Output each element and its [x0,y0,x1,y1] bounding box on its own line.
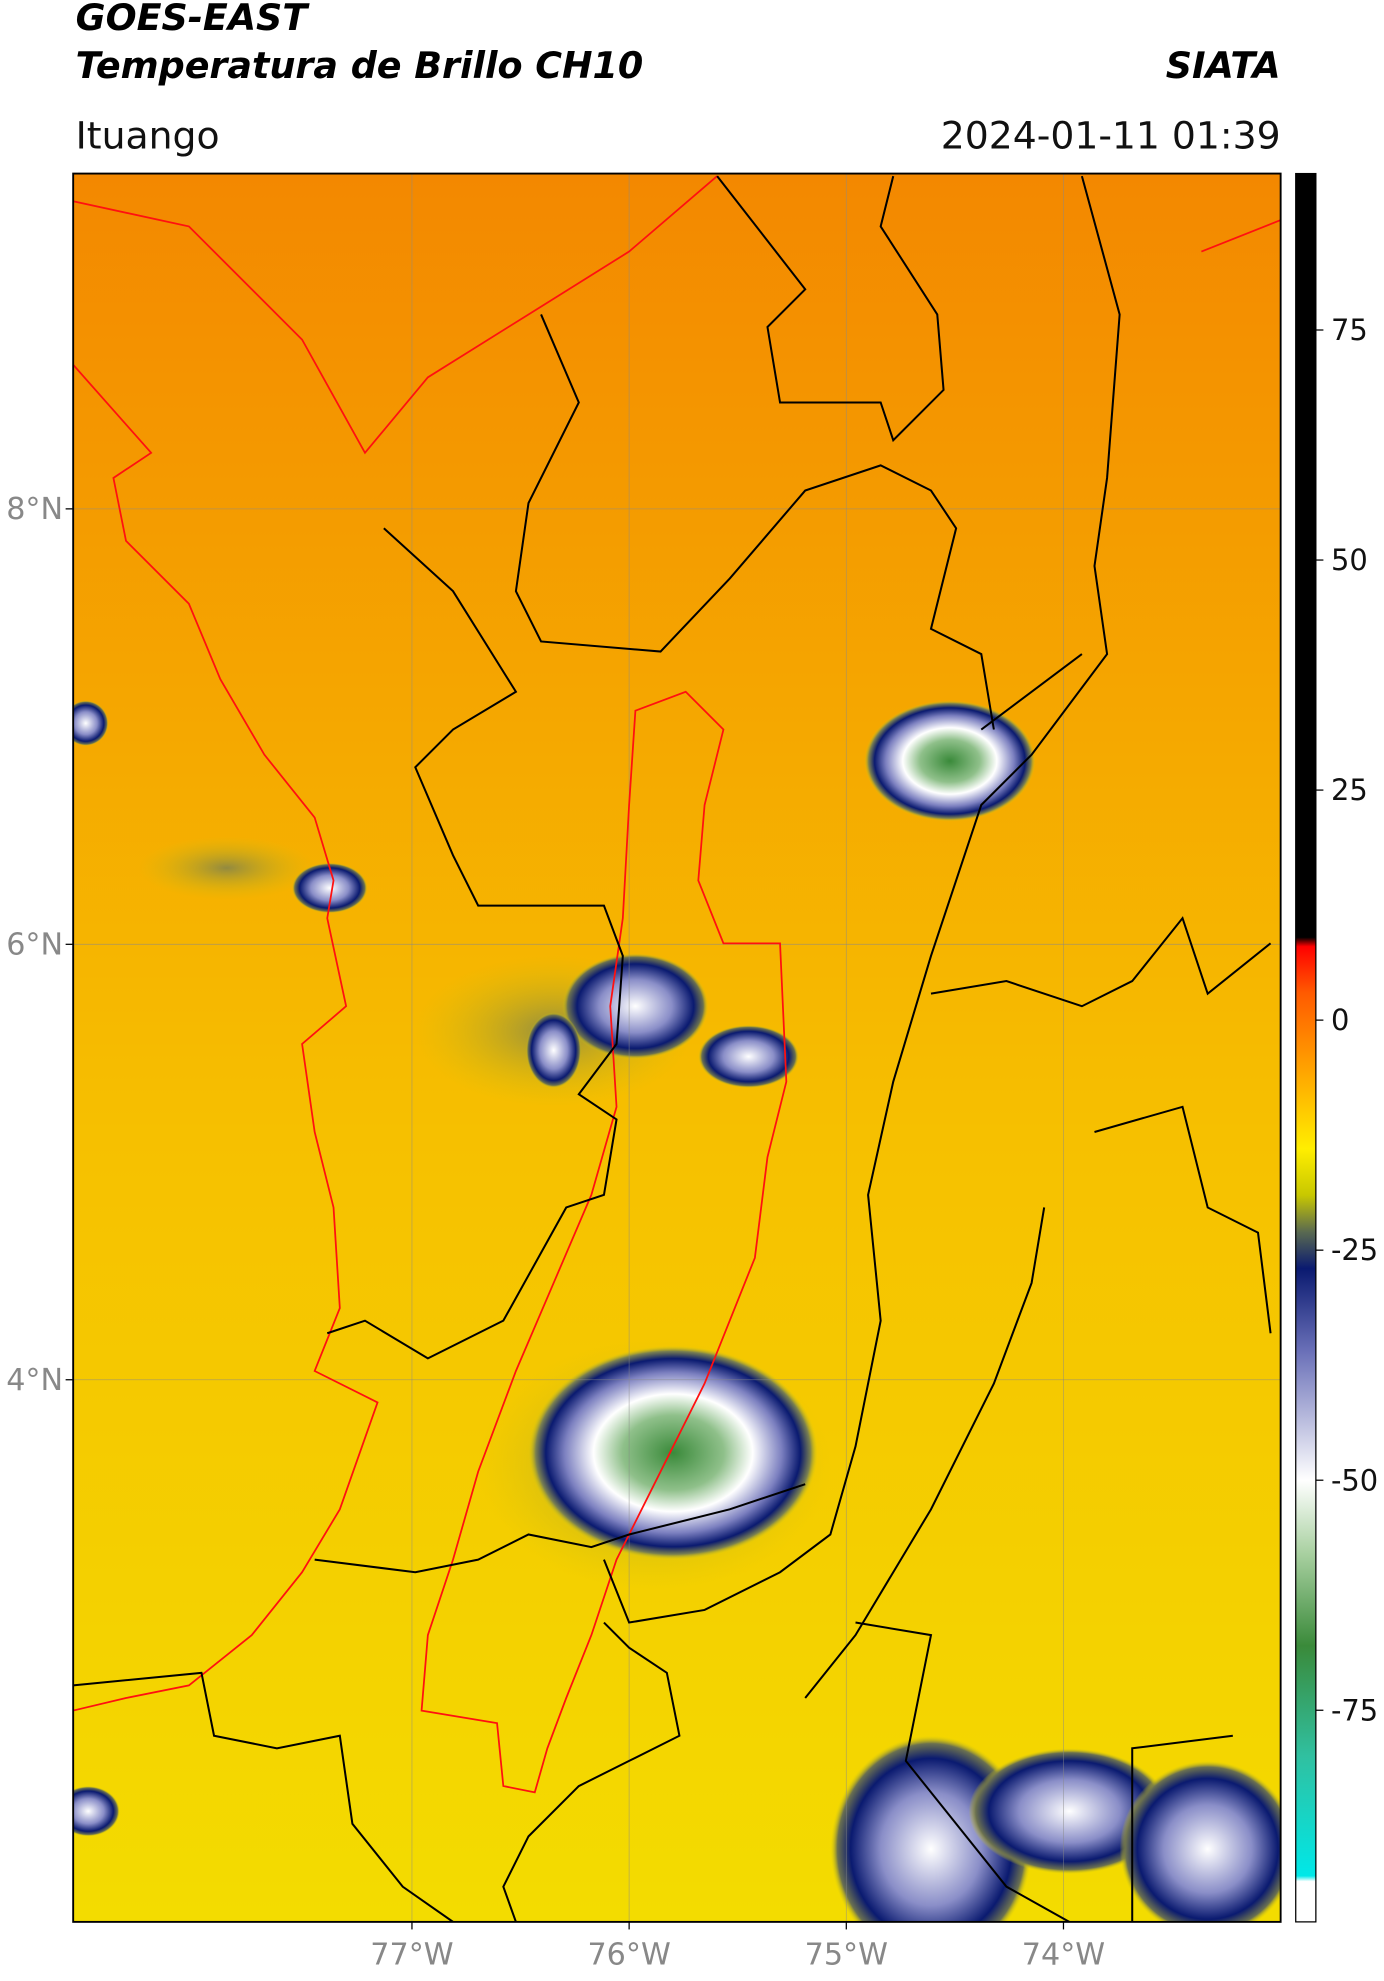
colorbar-tick-label: -75 [1331,1693,1378,1727]
storm [698,1025,799,1088]
colorbar-tick-label: -25 [1331,1233,1378,1267]
lat-tick-label: 4°N [6,1363,63,1398]
colorbar-tick-label: -50 [1331,1463,1378,1497]
subtitle: Temperatura de Brillo CH10 [76,44,644,87]
coastline [73,364,379,1712]
colorbar-tick-label: 0 [1331,1003,1349,1037]
border [314,1483,806,1574]
antioquia-boundary [420,690,788,1794]
title: GOES-EAST [76,0,311,39]
colorbar-tick-label: 75 [1331,313,1368,347]
border [1201,219,1281,253]
border [73,1621,1070,1922]
lat-tick-label: 6°N [6,927,63,962]
lon-tick-label: 75°W [805,1938,888,1973]
storm [525,1012,582,1088]
storm [864,700,1036,822]
colorbar-tick-label: 25 [1331,773,1368,807]
border [603,175,1121,1624]
source: SIATA [1166,44,1281,87]
lat-tick-label: 8°N [6,492,63,527]
axis-ticks: 8°N 6°N 4°N 77°W 76°W 75°W 74°W [6,492,1105,1973]
map-frame [72,172,1282,1923]
lon-tick-label: 77°W [370,1938,453,1973]
location: Ituango [76,113,220,157]
storm [528,1345,818,1560]
border [716,175,945,443]
haze [138,836,315,900]
grid [73,173,1281,1922]
border [326,527,624,1360]
storm [73,700,109,746]
colorbar-tick-label: 50 [1331,543,1368,577]
coastline [73,175,718,455]
border [514,314,995,730]
storm [968,1748,1170,1875]
storm [292,862,368,914]
border [804,653,1272,1922]
lon-tick-label: 74°W [1022,1938,1105,1973]
colorbar-ticks: 75 50 25 0 -25 -50 -75 [1315,313,1378,1727]
datetime: 2024-01-11 01:39 [941,113,1281,157]
storm [1119,1760,1281,1922]
storm [73,1786,120,1837]
colorbar [1295,172,1317,1923]
storm [562,953,709,1060]
lon-tick-label: 76°W [587,1938,670,1973]
map-image [73,173,1281,1922]
